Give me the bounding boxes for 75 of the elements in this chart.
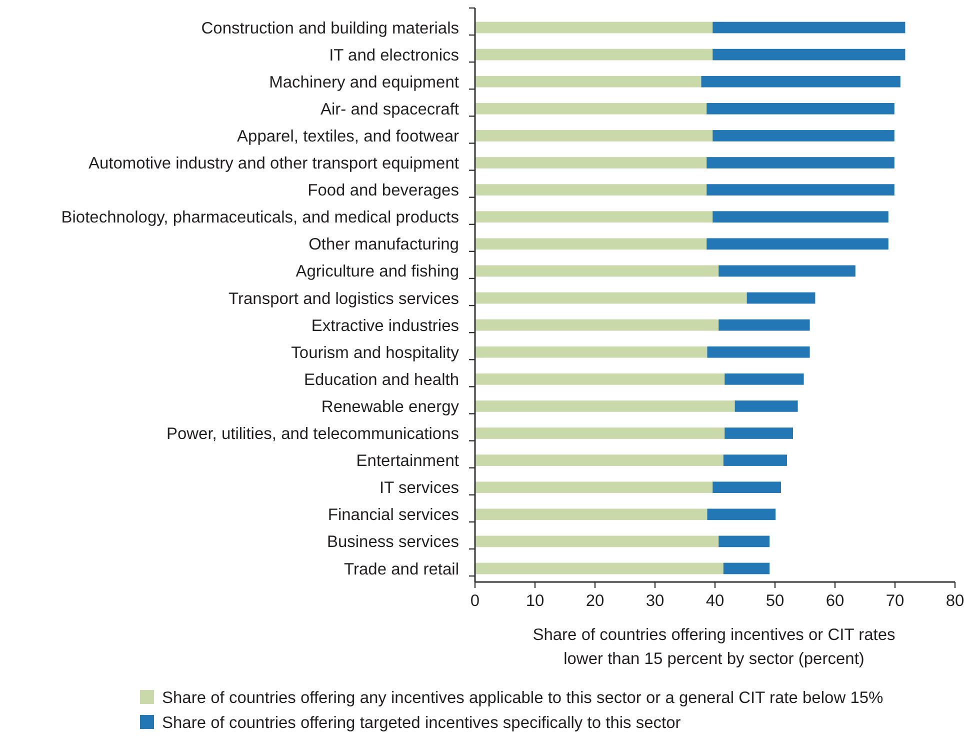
bar bbox=[475, 130, 713, 142]
legend-label: Share of countries offering any incentives applicable to this sector or a general CIT rate below 15% bbox=[162, 688, 884, 707]
bar bbox=[706, 238, 888, 250]
bar bbox=[718, 536, 770, 548]
bar bbox=[475, 48, 713, 60]
x-tick-label: 40 bbox=[706, 592, 724, 610]
bar bbox=[475, 319, 719, 331]
bar bbox=[475, 22, 713, 34]
x-tick-label: 60 bbox=[826, 592, 844, 610]
bar bbox=[475, 238, 707, 250]
bar bbox=[475, 373, 725, 385]
legend-label: Share of countries offering targeted incentives specifically to this sector bbox=[162, 714, 682, 732]
x-tick-label: 70 bbox=[886, 592, 904, 610]
bar bbox=[718, 265, 856, 277]
bar bbox=[724, 373, 804, 385]
y-tick-label: Education and health bbox=[304, 370, 459, 389]
y-tick-label: Business services bbox=[326, 533, 459, 552]
y-tick-label: Financial services bbox=[328, 506, 459, 524]
x-tick-label: 50 bbox=[766, 592, 784, 610]
y-tick-label: Automotive industry and other transport equipment bbox=[88, 154, 460, 173]
bar bbox=[475, 211, 713, 223]
y-tick-label: Tourism and hospitality bbox=[291, 344, 460, 362]
y-tick-label: Biotechnology, pharmaceuticals, and medical products bbox=[61, 208, 459, 227]
y-tick-label: Agriculture and fishing bbox=[296, 262, 459, 281]
x-tick-label: 80 bbox=[946, 592, 964, 610]
y-tick-label: Construction and building materials bbox=[201, 19, 459, 38]
bar bbox=[712, 130, 894, 142]
y-tick-label: Air- and spacecraft bbox=[320, 100, 460, 118]
x-axis-title: Share of countries offering incentives or CIT rates lower than 15 percent by sector (percent) bbox=[532, 626, 896, 668]
bar bbox=[746, 292, 816, 304]
y-tick-label: Apparel, textiles, and footwear bbox=[237, 127, 460, 146]
bar bbox=[734, 400, 798, 412]
x-tick-label: 30 bbox=[646, 592, 664, 610]
x-tick-label: 10 bbox=[526, 592, 544, 610]
bar bbox=[724, 428, 793, 439]
y-tick-label: Renewable energy bbox=[321, 398, 460, 416]
bar bbox=[712, 211, 888, 223]
y-tick-label: IT services bbox=[380, 479, 459, 498]
bar bbox=[475, 536, 719, 548]
bar bbox=[475, 482, 713, 494]
bar bbox=[475, 428, 725, 439]
bar bbox=[723, 562, 770, 574]
bar bbox=[712, 48, 906, 60]
bar bbox=[475, 346, 708, 358]
x-tick-label: 20 bbox=[586, 592, 604, 610]
bar bbox=[475, 157, 707, 168]
y-tick-label: Food and beverages bbox=[308, 182, 459, 200]
y-tick-label: Machinery and equipment bbox=[269, 73, 460, 92]
bar bbox=[723, 454, 787, 466]
bar bbox=[712, 22, 906, 34]
bar bbox=[475, 265, 719, 277]
bar bbox=[706, 157, 894, 168]
y-tick-label: IT and electronics bbox=[329, 46, 459, 64]
bar bbox=[707, 508, 776, 520]
x-tick-label: 0 bbox=[470, 592, 480, 610]
y-tick-label: Extractive industries bbox=[311, 316, 459, 335]
y-tick-label: Trade and retail bbox=[344, 560, 459, 578]
bar bbox=[701, 76, 900, 88]
bar bbox=[475, 76, 702, 88]
bar bbox=[475, 454, 724, 466]
y-tick-label: Entertainment bbox=[356, 452, 460, 470]
bar bbox=[706, 102, 894, 114]
bar bbox=[475, 562, 724, 574]
bar bbox=[475, 400, 735, 412]
bar bbox=[707, 346, 810, 358]
y-tick-label: Other manufacturing bbox=[308, 236, 459, 254]
y-tick-label: Power, utilities, and telecommunications bbox=[166, 425, 459, 444]
bar bbox=[475, 102, 707, 114]
bar bbox=[475, 508, 708, 520]
bar bbox=[475, 184, 707, 196]
bar bbox=[712, 482, 781, 494]
bar bbox=[718, 319, 810, 331]
bar bbox=[706, 184, 894, 196]
y-tick-label: Transport and logistics services bbox=[228, 290, 459, 308]
bar bbox=[475, 292, 747, 304]
